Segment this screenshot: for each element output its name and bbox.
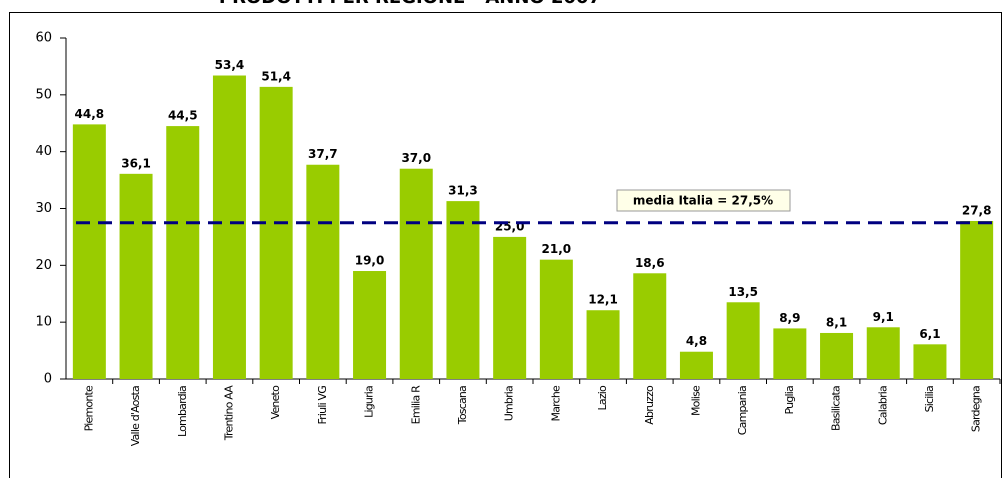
x-tick-label: Toscana (456, 386, 469, 425)
x-tick-label: Umbria (503, 386, 516, 421)
value-label: 27,8 (962, 204, 992, 218)
value-label: 53,4 (215, 58, 245, 72)
x-tick-label: Veneto (269, 385, 282, 419)
bar (399, 168, 433, 379)
value-label: 18,6 (635, 256, 665, 270)
x-tick-label: Molise (689, 385, 702, 416)
y-tick-label: 60 (35, 31, 52, 46)
bar (306, 164, 340, 379)
bar (960, 221, 994, 379)
x-tick-label: Liguria (363, 386, 376, 418)
y-tick-label: 20 (35, 258, 52, 273)
value-label: 37,0 (401, 151, 431, 165)
value-label: 9,1 (873, 310, 894, 324)
value-label: 51,4 (261, 69, 291, 83)
y-tick-label: 0 (44, 372, 52, 387)
x-tick-label: Basilicata (830, 386, 843, 431)
bar (820, 332, 854, 379)
x-tick-label: Piemonte (82, 385, 95, 431)
y-tick-label: 10 (35, 315, 52, 330)
x-tick-label: Sicilia (923, 386, 936, 412)
x-tick-label: Valle d'Aosta (129, 386, 142, 446)
y-tick-label: 30 (35, 201, 52, 216)
x-tick-label: Lazio (596, 385, 609, 410)
value-label: 19,0 (355, 254, 385, 268)
bar (259, 86, 293, 380)
bar (539, 259, 573, 379)
bar (72, 124, 106, 380)
bar (773, 328, 807, 379)
value-label: 31,3 (448, 184, 478, 198)
x-tick-label: Emilia R (409, 385, 422, 424)
bar (726, 302, 760, 379)
value-label: 13,5 (728, 285, 758, 299)
annotation-box (616, 189, 791, 212)
bar (212, 75, 246, 379)
bar (586, 310, 620, 379)
chart-title: PRODOTTI PER REGIONE - ANNO 2007 (219, 0, 601, 8)
value-label: 8,9 (779, 311, 800, 325)
bar (633, 273, 667, 379)
value-label: 44,8 (75, 107, 105, 121)
value-label: 44,5 (168, 109, 198, 123)
bar (493, 236, 527, 379)
annotation: media Italia = 27,5% (633, 194, 773, 208)
x-tick-label: Campania (736, 386, 749, 435)
x-tick-label: Puglia (783, 386, 796, 415)
x-tick-label: Lombardia (176, 386, 189, 437)
frame (9, 12, 1002, 478)
bar (866, 327, 900, 379)
value-label: 21,0 (542, 242, 572, 256)
x-tick-label: Sardegna (970, 386, 983, 432)
x-tick-label: Marche (549, 385, 562, 422)
value-label: 4,8 (686, 334, 707, 348)
bar (913, 344, 947, 379)
bar (166, 126, 200, 379)
value-label: 37,7 (308, 147, 338, 161)
bar (446, 201, 480, 379)
value-label: 36,1 (121, 156, 151, 170)
y-tick-label: 50 (35, 87, 52, 102)
value-label: 12,1 (588, 293, 618, 307)
x-tick-label: Friuli VG (316, 386, 329, 425)
value-label: 6,1 (919, 327, 940, 341)
bar (119, 173, 153, 379)
y-tick-label: 40 (35, 144, 52, 159)
x-tick-label: Trentino AA (222, 385, 235, 442)
bar (679, 351, 713, 379)
value-label: 8,1 (826, 315, 847, 329)
bar (353, 271, 387, 379)
x-tick-label: Abruzzo (643, 385, 656, 425)
x-tick-label: Calabria (876, 386, 889, 425)
